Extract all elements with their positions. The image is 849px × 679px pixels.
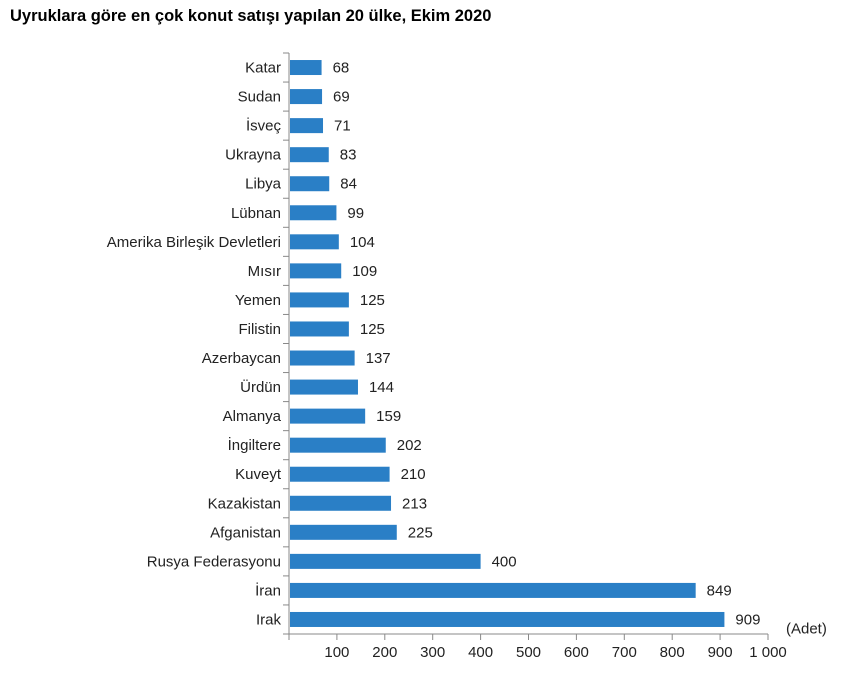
data-label: 144 [369, 379, 394, 396]
bar [290, 553, 481, 569]
category-label: Ukrayna [225, 147, 282, 164]
category-label: Filistin [238, 321, 281, 338]
x-tick-label: 200 [372, 644, 397, 661]
data-label: 99 [347, 205, 364, 222]
category-label: Kazakistan [208, 495, 281, 512]
x-tick-label: 400 [468, 644, 493, 661]
bar [290, 379, 358, 395]
bar [290, 524, 397, 540]
data-label: 137 [366, 350, 391, 367]
category-label: Azerbaycan [202, 350, 281, 367]
unit-label: (Adet) [786, 620, 827, 637]
data-label: 83 [340, 147, 357, 164]
bar [290, 263, 342, 279]
data-label: 213 [402, 495, 427, 512]
x-tick-label: 100 [324, 644, 349, 661]
bar [290, 321, 349, 337]
category-label: Katar [245, 60, 281, 77]
category-label: Mısır [248, 263, 281, 280]
x-tick-label: 300 [420, 644, 445, 661]
category-label: Sudan [238, 89, 281, 106]
category-label: İran [255, 581, 281, 599]
x-tick-label: 800 [660, 644, 685, 661]
bar [290, 611, 725, 627]
bar [290, 234, 339, 250]
data-label: 125 [360, 292, 385, 309]
x-tick-label: 700 [612, 644, 637, 661]
bar [290, 89, 323, 105]
bar [290, 582, 696, 598]
category-label: Almanya [223, 408, 282, 425]
data-label: 849 [707, 582, 732, 599]
data-label: 104 [350, 234, 375, 251]
bar [290, 118, 324, 134]
category-label: Yemen [235, 292, 281, 309]
data-label: 210 [401, 466, 426, 483]
bar [290, 495, 392, 511]
chart-title: Uyruklara göre en çok konut satışı yapıl… [10, 7, 492, 25]
x-tick-label: 900 [708, 644, 733, 661]
data-label: 202 [397, 437, 422, 454]
data-label: 400 [492, 553, 517, 570]
data-label: 84 [340, 176, 357, 193]
data-label: 125 [360, 321, 385, 338]
category-label: Libya [245, 176, 282, 193]
category-label: Lübnan [231, 205, 281, 222]
bar [290, 466, 390, 482]
data-label: 159 [376, 408, 401, 425]
bar [290, 437, 386, 453]
data-label: 69 [333, 89, 350, 106]
bar [290, 350, 355, 366]
bar [290, 60, 322, 76]
data-label: 68 [333, 60, 350, 77]
bar [290, 176, 330, 192]
data-label: 225 [408, 524, 433, 541]
category-label: Ürdün [240, 378, 281, 396]
data-label: 909 [735, 611, 760, 628]
x-tick-label: 500 [516, 644, 541, 661]
bar [290, 408, 366, 424]
category-label: İsveç [246, 117, 282, 135]
category-label: Amerika Birleşik Devletleri [107, 234, 281, 251]
category-label: Kuveyt [235, 466, 282, 483]
bar [290, 147, 329, 163]
category-label: Afganistan [210, 524, 281, 541]
category-label: İngiltere [228, 436, 281, 454]
data-label: 109 [352, 263, 377, 280]
bar [290, 205, 337, 221]
bar [290, 292, 349, 308]
category-label: Rusya Federasyonu [147, 553, 281, 570]
category-label: Irak [256, 611, 282, 628]
x-tick-label: 600 [564, 644, 589, 661]
x-tick-label: 1 000 [749, 644, 787, 661]
data-label: 71 [334, 118, 351, 135]
